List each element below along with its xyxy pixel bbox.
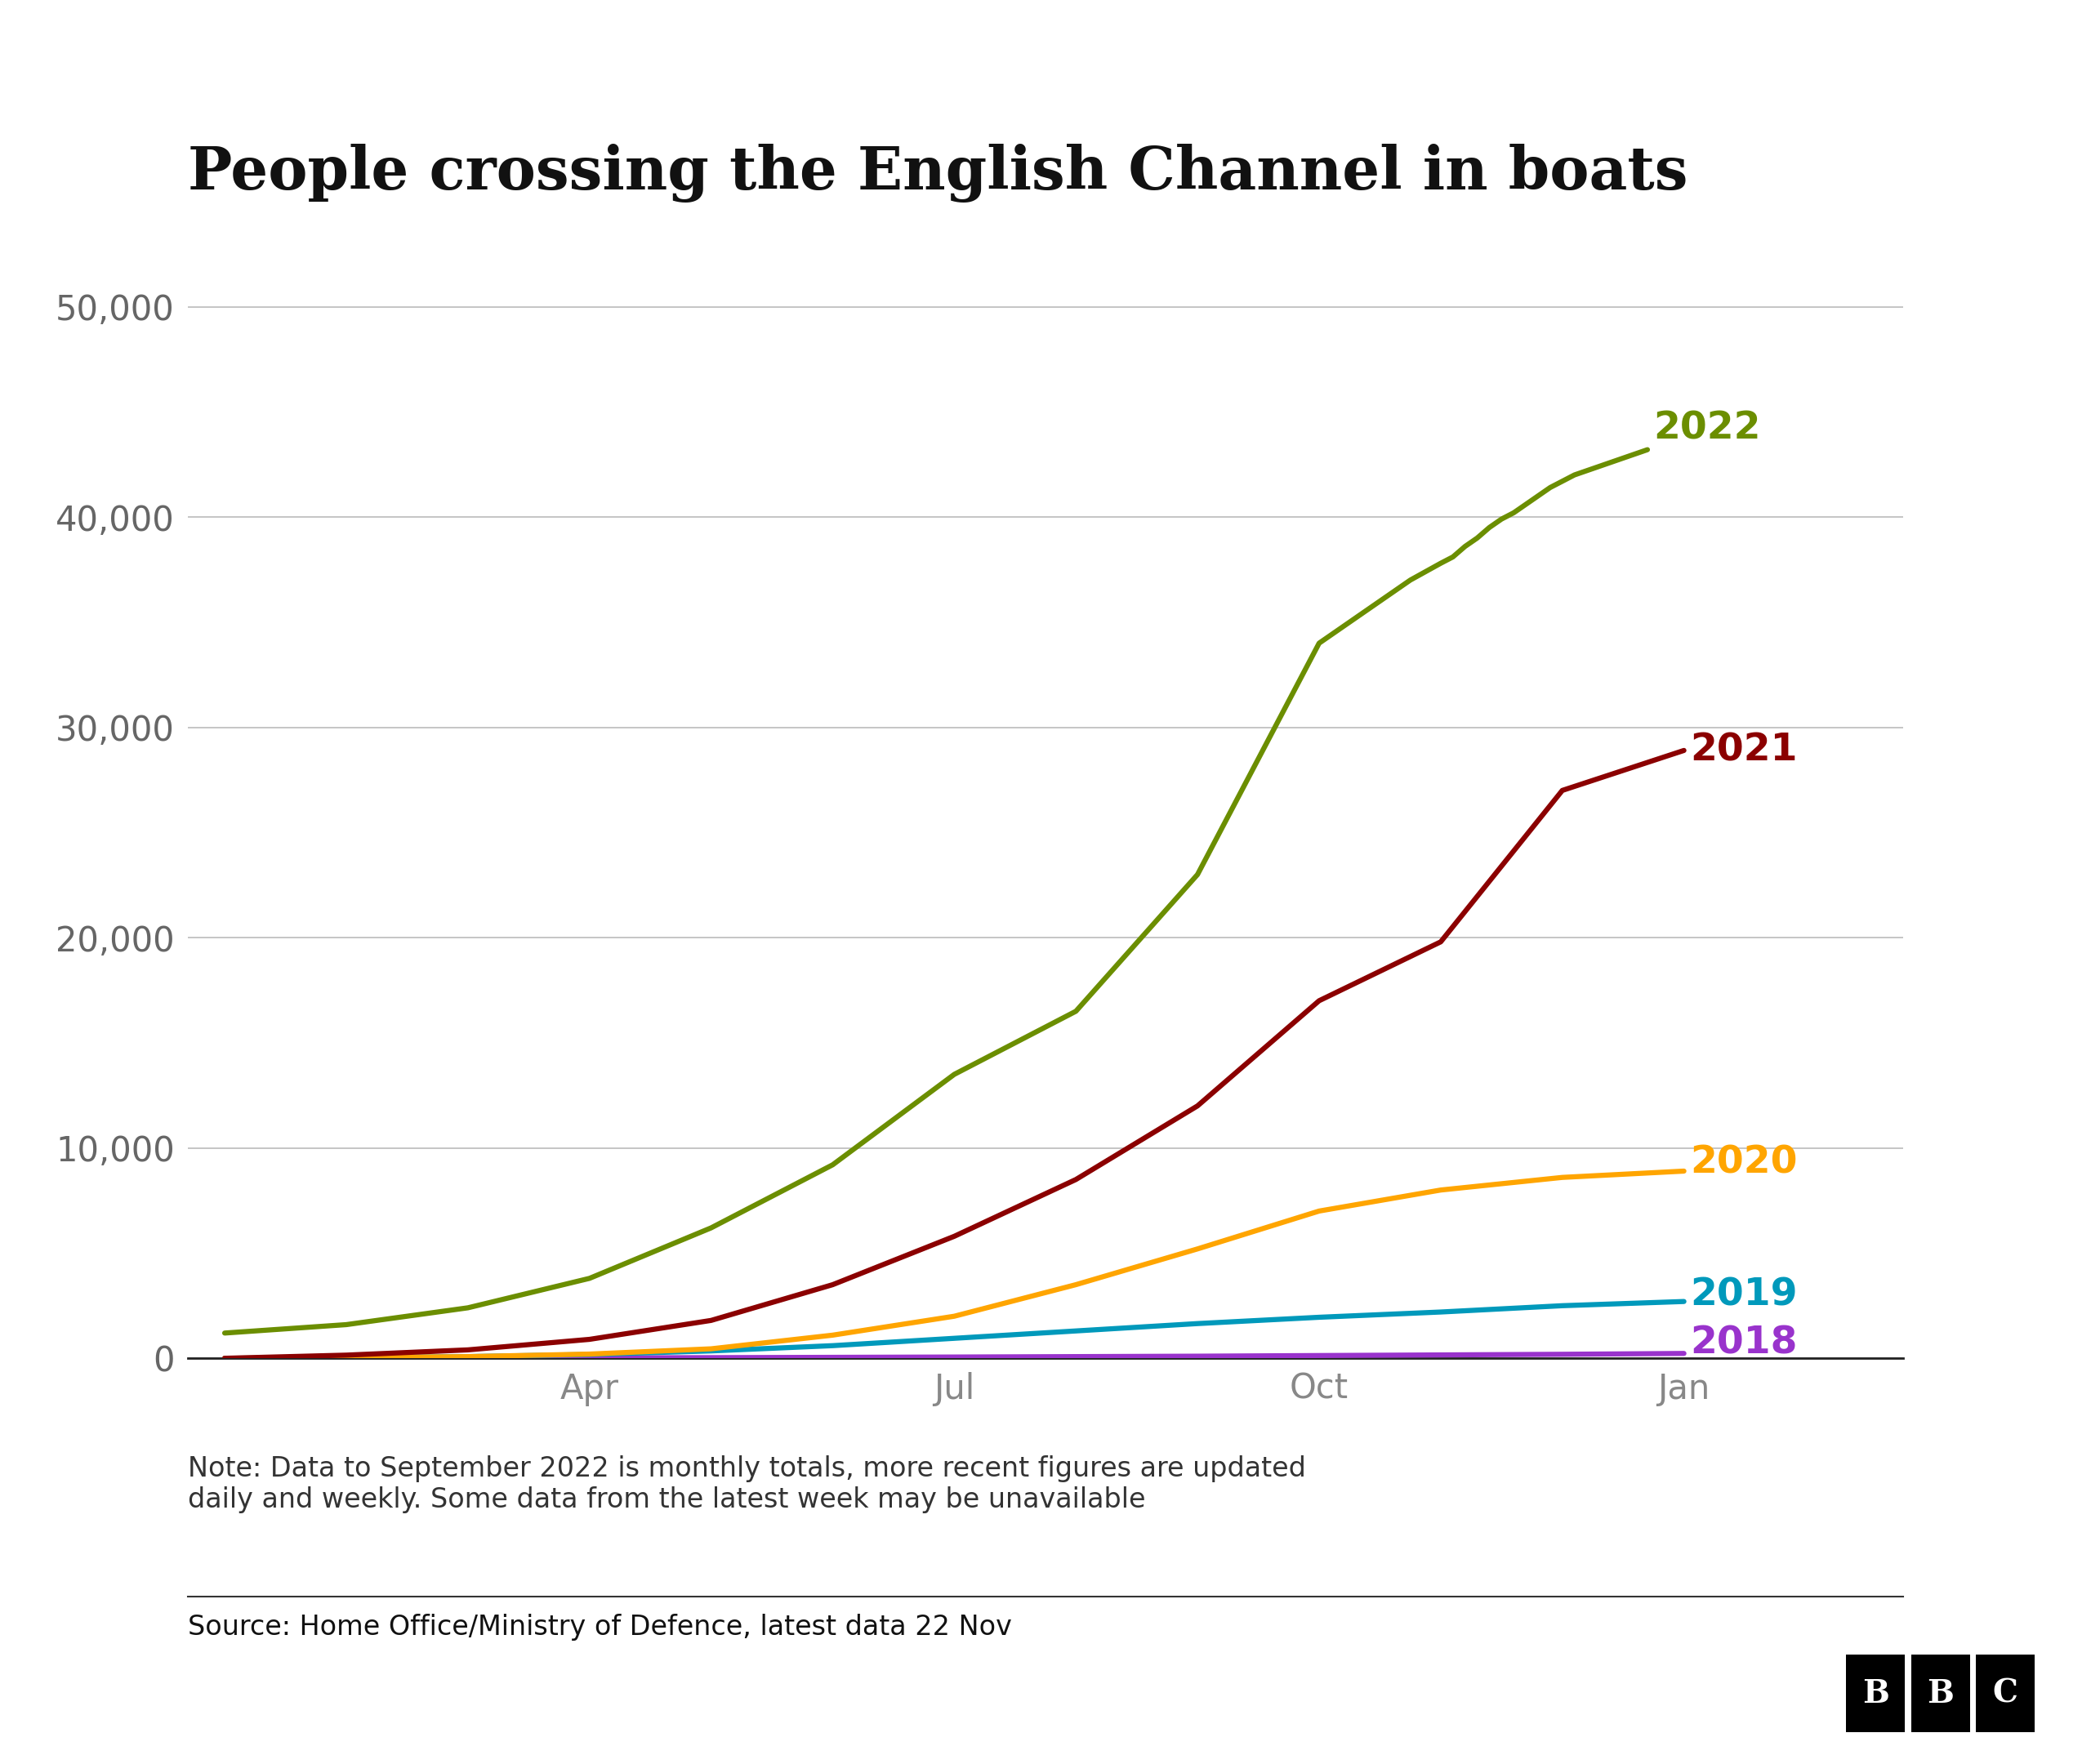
Text: 2020: 2020	[1690, 1145, 1798, 1182]
Text: B: B	[1863, 1678, 1888, 1709]
Text: 2019: 2019	[1690, 1277, 1798, 1314]
Text: C: C	[1993, 1678, 2018, 1709]
Text: Note: Data to September 2022 is monthly totals, more recent figures are updated
: Note: Data to September 2022 is monthly …	[188, 1455, 1307, 1514]
Text: 2021: 2021	[1690, 732, 1798, 769]
Text: People crossing the English Channel in boats: People crossing the English Channel in b…	[188, 145, 1687, 203]
Text: 2018: 2018	[1690, 1325, 1798, 1362]
Text: Source: Home Office/Ministry of Defence, latest data 22 Nov: Source: Home Office/Ministry of Defence,…	[188, 1614, 1012, 1641]
Text: B: B	[1928, 1678, 1953, 1709]
Text: 2022: 2022	[1654, 411, 1761, 446]
